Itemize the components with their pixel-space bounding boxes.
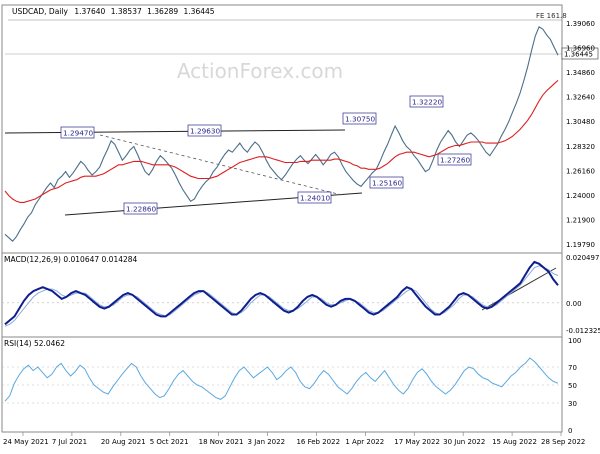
last-price-tag: 1.36445 (564, 51, 593, 59)
price-y-tick: 1.26160 (566, 167, 595, 175)
annotation-label: 1.27260 (440, 156, 471, 165)
ohlc-close: 1.36445 (184, 7, 215, 16)
price-y-tick: 1.19790 (566, 241, 595, 249)
price-y-tick: 1.24000 (566, 192, 595, 200)
x-tick-label: 7 Jul 2021 (52, 438, 87, 446)
annotation-box: 1.24010 (297, 191, 332, 204)
x-tick-label: 18 Nov 2021 (199, 438, 244, 446)
upper-channel-line (4, 129, 346, 134)
price-y-tick: 1.30480 (566, 118, 595, 126)
x-tick-label: 5 Oct 2021 (150, 438, 189, 446)
macd-y-tick: -0.012325 (566, 327, 600, 335)
ohlc-high: 1.38537 (111, 7, 142, 16)
macd-title: MACD(12,26,9) 0.010647 0.014284 (4, 255, 138, 264)
price-y-tick: 1.21900 (566, 216, 595, 224)
price-y-tick: 1.39060 (566, 20, 595, 28)
axes-layer: 1.39060 1.36960 1.34860 1.32640 1.30480 1.283… (3, 20, 600, 446)
rsi-y-tick: 50 (568, 382, 577, 390)
x-tick-label: 24 May 2021 (3, 438, 49, 446)
annotation-box: 1.25160 (369, 176, 404, 189)
macd-y-tick: 0.020497 (566, 254, 599, 262)
price-title: USDCAD, Daily 1.37640 1.38537 1.36289 1.… (12, 7, 215, 16)
annotation-label: 1.24010 (300, 194, 331, 203)
annotation-box: 1.29630 (187, 124, 222, 137)
price-title-symbol: USDCAD, Daily (12, 7, 68, 16)
annotation-label: 1.29630 (190, 127, 221, 136)
ohlc-open: 1.37640 (74, 7, 105, 16)
x-tick-label: 17 May 2022 (394, 438, 440, 446)
rsi-panel-frame (1, 336, 563, 433)
rsi-title: RSI(14) 52.0462 (4, 339, 65, 348)
rsi-line (4, 357, 559, 402)
price-y-tick: 1.34860 (566, 69, 595, 77)
ohlc-low: 1.36289 (147, 7, 178, 16)
x-tick-label: 16 Feb 2022 (296, 438, 340, 446)
annotation-box: 1.22860 (123, 202, 158, 215)
macd-trendline (481, 267, 557, 311)
macd-layer (2, 260, 562, 327)
price-annotations: 1.29470 1.29630 1.22860 1.24010 1.30750 … (60, 95, 472, 215)
macd-line (4, 260, 559, 326)
macd-y-tick: 0.00 (566, 300, 582, 308)
rsi-y-tick: 70 (568, 364, 577, 372)
annotation-label: 1.30750 (345, 115, 376, 124)
watermark: ActionForex.com (177, 59, 343, 83)
x-tick-label: 28 Sep 2022 (541, 438, 585, 446)
rsi-y-tick: 30 (568, 400, 577, 408)
rsi-layer (2, 357, 562, 404)
x-tick-label: 15 Aug 2022 (492, 438, 537, 446)
moving-average-line (4, 79, 559, 203)
x-tick-label: 1 Apr 2022 (345, 438, 384, 446)
fe-label: FE 161.8 (536, 12, 567, 20)
price-series-line (4, 25, 559, 242)
rsi-y-tick: 100 (568, 337, 581, 345)
price-y-tick: 1.36960 (566, 45, 595, 53)
dashed-diagonal-line (99, 134, 343, 196)
annotation-box: 1.30750 (342, 112, 377, 125)
x-tick-label: 20 Aug 2021 (101, 438, 146, 446)
x-tick-label: 3 Jan 2022 (248, 438, 286, 446)
annotation-box: 1.32220 (409, 95, 444, 108)
annotation-label: 1.29470 (63, 129, 94, 138)
rsi-y-tick: 0 (568, 427, 572, 435)
annotation-box: 1.27260 (437, 153, 472, 166)
price-y-tick: 1.32640 (566, 94, 595, 102)
x-tick-label: 30 Jun 2022 (443, 438, 485, 446)
last-price-tag-box (561, 47, 599, 60)
annotation-label: 1.25160 (372, 179, 403, 188)
annotation-label: 1.32220 (412, 98, 443, 107)
price-layer (4, 25, 559, 242)
annotation-box: 1.29470 (60, 126, 95, 139)
price-y-tick: 1.28320 (566, 143, 595, 151)
annotation-label: 1.22860 (126, 205, 157, 214)
